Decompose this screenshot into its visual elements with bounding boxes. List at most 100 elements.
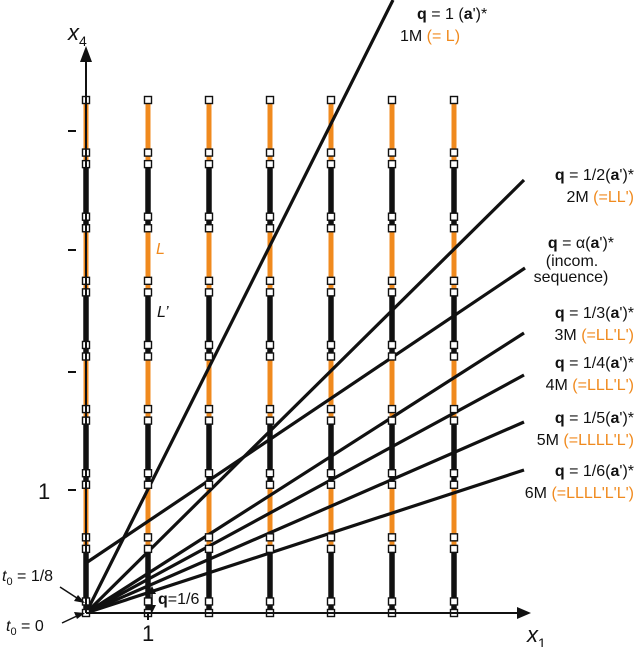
lattice-node — [143, 95, 153, 105]
lattice-node — [265, 469, 275, 478]
annot-q-1-3-sub: 3M (=LL'L') — [555, 327, 634, 344]
lattice-node — [326, 340, 336, 350]
lattice-node — [265, 352, 275, 361]
x-axis-label: x1 — [526, 622, 546, 647]
lattice-node — [387, 276, 397, 286]
lattice-node — [204, 340, 214, 350]
lattice-node — [265, 544, 275, 554]
lattice-node — [204, 480, 214, 489]
t0-zero-arrowhead — [74, 612, 85, 619]
lattice-node — [326, 148, 336, 157]
lattice-node — [326, 276, 336, 286]
lattice-node — [143, 276, 153, 286]
lattice-node — [387, 212, 397, 221]
lattice-node — [326, 533, 336, 542]
lattice-node — [449, 159, 459, 169]
lattice-node — [265, 404, 275, 414]
lattice-node — [204, 404, 214, 414]
annot-q-1-5: q = 1/5(a')* — [555, 410, 634, 427]
lattice-node — [143, 352, 153, 361]
lattice-node — [143, 288, 153, 297]
segment-label-L: L — [156, 241, 165, 258]
lattice-node — [387, 416, 397, 425]
annot-q-1-5-sub: 5M (=LLLL'L') — [537, 432, 634, 449]
annot-q-alpha-line2: (incom. — [546, 253, 598, 270]
lattice-node — [387, 352, 397, 361]
lattice-node — [387, 533, 397, 542]
line-q-1-3 — [85, 331, 525, 615]
lattice-node — [143, 597, 153, 606]
lattice-node — [449, 224, 459, 233]
lattice-node — [265, 212, 275, 221]
lattice-node — [449, 340, 459, 350]
lattice-node — [387, 469, 397, 478]
lattice-node — [449, 404, 459, 414]
lattice-node — [449, 544, 459, 554]
annot-q-1-2: q = 1/2(a')* — [555, 167, 634, 184]
lattice-node — [143, 148, 153, 157]
lattice-node — [204, 276, 214, 286]
lattice-node — [387, 159, 397, 169]
y-axis-label: x4 — [67, 20, 87, 49]
lattice-node — [449, 597, 459, 606]
lattice-node — [204, 533, 214, 542]
annot-q-1-2-sub: 2M (=LL') — [566, 189, 634, 206]
lattice-node — [204, 212, 214, 221]
t0-zero-label: t0 = 0 — [6, 618, 44, 638]
x-axis-arrowhead — [517, 607, 531, 619]
lattice-node — [449, 416, 459, 425]
lattice-node — [449, 352, 459, 361]
lattice-node — [204, 95, 214, 105]
lattice-node — [265, 276, 275, 286]
lattice-node — [326, 544, 336, 554]
lattice-node — [326, 469, 336, 478]
q-step-arrowhead-up — [148, 586, 156, 594]
lattice-node — [387, 340, 397, 350]
lattice-node — [265, 533, 275, 542]
lattice-node — [143, 469, 153, 478]
annot-q-1-sub: 1M (= L) — [400, 28, 460, 45]
annot-q-alpha: q = α(a')* — [548, 235, 614, 252]
annot-q-1-4-sub: 4M (=LLL'L') — [546, 377, 634, 394]
lattice-node — [449, 148, 459, 157]
lattice-node — [143, 416, 153, 425]
y-tick-label-1: 1 — [38, 479, 50, 504]
lattice-node — [143, 212, 153, 221]
lattice-node — [265, 597, 275, 606]
lattice-node — [143, 159, 153, 169]
segment-label-L-prime: L’ — [157, 304, 169, 321]
lattice-node — [326, 95, 336, 105]
lattice-node — [449, 533, 459, 542]
line-q-alpha — [85, 266, 526, 565]
t0-eighth-label: t0 = 1/8 — [2, 568, 53, 588]
lattice-node — [387, 480, 397, 489]
lattice-node — [449, 95, 459, 105]
y-axis-arrowhead — [80, 46, 92, 62]
line-q-1-6 — [85, 468, 525, 615]
lattice-node — [387, 404, 397, 414]
lattice-node — [449, 276, 459, 286]
line-q-1-5 — [85, 420, 525, 615]
annot-q-1-6-sub: 6M (=LLLL'L'L') — [525, 485, 634, 502]
axes — [68, 46, 531, 620]
annot-q-1-4: q = 1/4(a')* — [555, 355, 634, 372]
lattice-node — [143, 224, 153, 233]
lattice-node — [143, 404, 153, 414]
lattice-node — [143, 533, 153, 542]
lattice-node — [204, 159, 214, 169]
lattice-node — [204, 224, 214, 233]
lattice-node — [387, 544, 397, 554]
lattice-node — [204, 288, 214, 297]
lattice-node — [326, 224, 336, 233]
lattice-node — [204, 469, 214, 478]
lattice-node — [143, 340, 153, 350]
annot-q-alpha-line3: sequence) — [534, 269, 609, 286]
q-lines — [84, 0, 526, 615]
lattice-node — [326, 212, 336, 221]
q-step-arrowhead-down — [148, 605, 156, 613]
lattice-node — [265, 159, 275, 169]
lattice-node — [326, 159, 336, 169]
lattice-nodes — [81, 95, 459, 618]
lattice-node — [326, 352, 336, 361]
